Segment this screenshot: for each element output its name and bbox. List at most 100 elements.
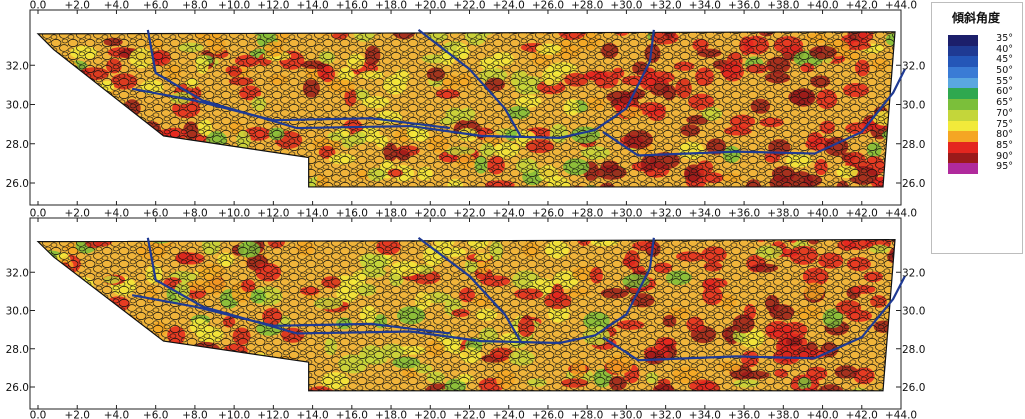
legend-label: 40° bbox=[996, 43, 1013, 55]
x-tick-label-top: +40.0 bbox=[806, 208, 838, 220]
x-tick-label-top: +8.0 bbox=[182, 208, 208, 220]
legend-swatch bbox=[948, 56, 978, 68]
x-tick-label-top: +28.0 bbox=[571, 208, 603, 220]
x-tick-label-top: +30.0 bbox=[610, 208, 642, 220]
legend-entry: 40° bbox=[948, 43, 1018, 57]
y-tick-label-right: 28.0 bbox=[902, 344, 925, 356]
x-tick-label-top: +26.0 bbox=[532, 208, 564, 220]
x-tick-label-bottom: +14.0 bbox=[296, 410, 328, 419]
x-tick-label-top: +28.0 bbox=[571, 0, 603, 12]
x-tick-label-top: +20.0 bbox=[414, 0, 446, 12]
x-tick-label-top: +30.0 bbox=[610, 0, 642, 12]
boundary-line bbox=[131, 87, 451, 130]
legend-label: 70° bbox=[996, 107, 1013, 119]
x-tick-label-bottom: +32.0 bbox=[650, 410, 682, 419]
y-tick-label-left: 26.0 bbox=[6, 382, 29, 394]
x-tick-label-top: +2.0 bbox=[64, 0, 90, 12]
x-tick-label-top: +4.0 bbox=[104, 0, 130, 12]
legend-entry: 60° bbox=[948, 86, 1018, 100]
x-tick-label-bottom: 0.0 bbox=[30, 410, 47, 419]
y-tick-label-right: 28.0 bbox=[902, 139, 925, 151]
x-tick-label-top: +16.0 bbox=[336, 0, 368, 12]
x-tick-label-top: +10.0 bbox=[218, 0, 250, 12]
y-tick-label-right: 26.0 bbox=[902, 178, 925, 190]
legend-entry: 80° bbox=[948, 129, 1018, 142]
panel-lower: 0.0 0.0 +2.0 +2.0 +4.0 +4.0 +6.0 +6.0 +8.0 +8.0 +1… bbox=[6, 208, 926, 419]
x-tick-label-top: +14.0 bbox=[296, 208, 328, 220]
legend-swatch bbox=[948, 120, 978, 132]
legend-entry: 95° bbox=[948, 161, 1018, 174]
x-tick-label-top: +38.0 bbox=[767, 208, 799, 220]
y-tick-label-left: 26.0 bbox=[6, 178, 29, 190]
x-tick-label-top: +42.0 bbox=[846, 208, 878, 220]
x-tick-label-bottom: +6.0 bbox=[143, 410, 169, 419]
x-tick-label-bottom: +26.0 bbox=[532, 410, 564, 419]
boundary-line bbox=[146, 29, 655, 139]
legend-label: 45° bbox=[996, 54, 1013, 66]
x-tick-label-top: +44.0 bbox=[885, 208, 917, 220]
x-tick-label-top: +24.0 bbox=[493, 0, 525, 12]
x-tick-label-top: +18.0 bbox=[375, 0, 407, 12]
y-tick-label-left: 32.0 bbox=[6, 60, 29, 72]
legend-label: 85° bbox=[996, 139, 1013, 151]
legend-entry: 65° bbox=[948, 97, 1018, 110]
x-tick-label-bottom: +16.0 bbox=[336, 410, 368, 419]
legend-entry: 70° bbox=[948, 107, 1018, 121]
legend-swatch bbox=[948, 35, 978, 46]
x-tick-label-bottom: +12.0 bbox=[257, 410, 289, 419]
y-tick-label-right: 32.0 bbox=[902, 267, 925, 279]
x-tick-label-bottom: +24.0 bbox=[493, 410, 525, 419]
y-tick-label-right: 30.0 bbox=[902, 100, 925, 112]
x-tick-label-top: +42.0 bbox=[846, 0, 878, 12]
x-tick-label-top: +34.0 bbox=[689, 0, 721, 12]
x-tick-label-top: +10.0 bbox=[218, 208, 250, 220]
x-tick-label-top: +36.0 bbox=[728, 0, 760, 12]
x-tick-label-top: +12.0 bbox=[257, 0, 289, 12]
x-tick-label-bottom: +22.0 bbox=[453, 410, 485, 419]
x-tick-label-bottom: +20.0 bbox=[414, 410, 446, 419]
y-tick-label-left: 28.0 bbox=[6, 139, 29, 151]
boundary-line bbox=[417, 29, 522, 137]
legend-label: 65° bbox=[996, 97, 1013, 109]
x-tick-label-top: +34.0 bbox=[689, 208, 721, 220]
x-tick-label-top: +38.0 bbox=[767, 0, 799, 12]
legend-label: 90° bbox=[996, 150, 1013, 162]
y-tick-label-right: 32.0 bbox=[902, 60, 925, 72]
y-tick-label-left: 30.0 bbox=[6, 100, 29, 112]
legend-swatch bbox=[948, 99, 978, 110]
legend-label: 55° bbox=[996, 75, 1013, 87]
x-tick-label-top: +6.0 bbox=[143, 0, 169, 12]
x-tick-label-top: +18.0 bbox=[375, 208, 407, 220]
legend-swatch bbox=[948, 67, 978, 78]
x-tick-label-top: 0.0 bbox=[30, 208, 47, 220]
legend-swatch bbox=[948, 131, 978, 142]
x-tick-label-top: +44.0 bbox=[885, 0, 917, 12]
x-tick-label-top: +32.0 bbox=[650, 208, 682, 220]
x-tick-label-top: +22.0 bbox=[453, 208, 485, 220]
x-tick-label-bottom: +2.0 bbox=[64, 410, 90, 419]
legend-label: 60° bbox=[996, 86, 1013, 98]
legend-scale: 35° 40° 45° 50° 55° 60° 65° 70° 75° 80° 85° 90° 95° bbox=[948, 34, 1018, 174]
x-tick-label-top: +8.0 bbox=[182, 0, 208, 12]
legend-entry: 75° bbox=[948, 118, 1018, 132]
legend-label: 75° bbox=[996, 118, 1013, 130]
x-tick-label-bottom: +30.0 bbox=[610, 410, 642, 419]
x-tick-label-bottom: +38.0 bbox=[767, 410, 799, 419]
legend-swatch bbox=[948, 88, 978, 100]
x-tick-label-bottom: +8.0 bbox=[182, 410, 208, 419]
x-tick-label-top: +24.0 bbox=[493, 208, 525, 220]
x-tick-label-bottom: +34.0 bbox=[689, 410, 721, 419]
panel-upper: 0.0 +2.0 +4.0 +6.0 +8.0 +10.0 +12.0 +14.0 +16.0 +… bbox=[6, 0, 925, 206]
legend-entry: 90° bbox=[948, 150, 1018, 164]
legend-label: 80° bbox=[996, 129, 1013, 141]
x-tick-label-top: +22.0 bbox=[453, 0, 485, 12]
x-tick-label-bottom: +28.0 bbox=[571, 410, 603, 419]
legend-label: 95° bbox=[996, 161, 1013, 173]
legend-swatch bbox=[948, 163, 978, 174]
boundary-line bbox=[131, 294, 451, 335]
x-tick-label-bottom: +44.0 bbox=[885, 410, 917, 419]
legend-entry: 35° bbox=[948, 34, 1018, 46]
x-tick-label-top: +40.0 bbox=[806, 0, 838, 12]
x-tick-label-top: +12.0 bbox=[257, 208, 289, 220]
